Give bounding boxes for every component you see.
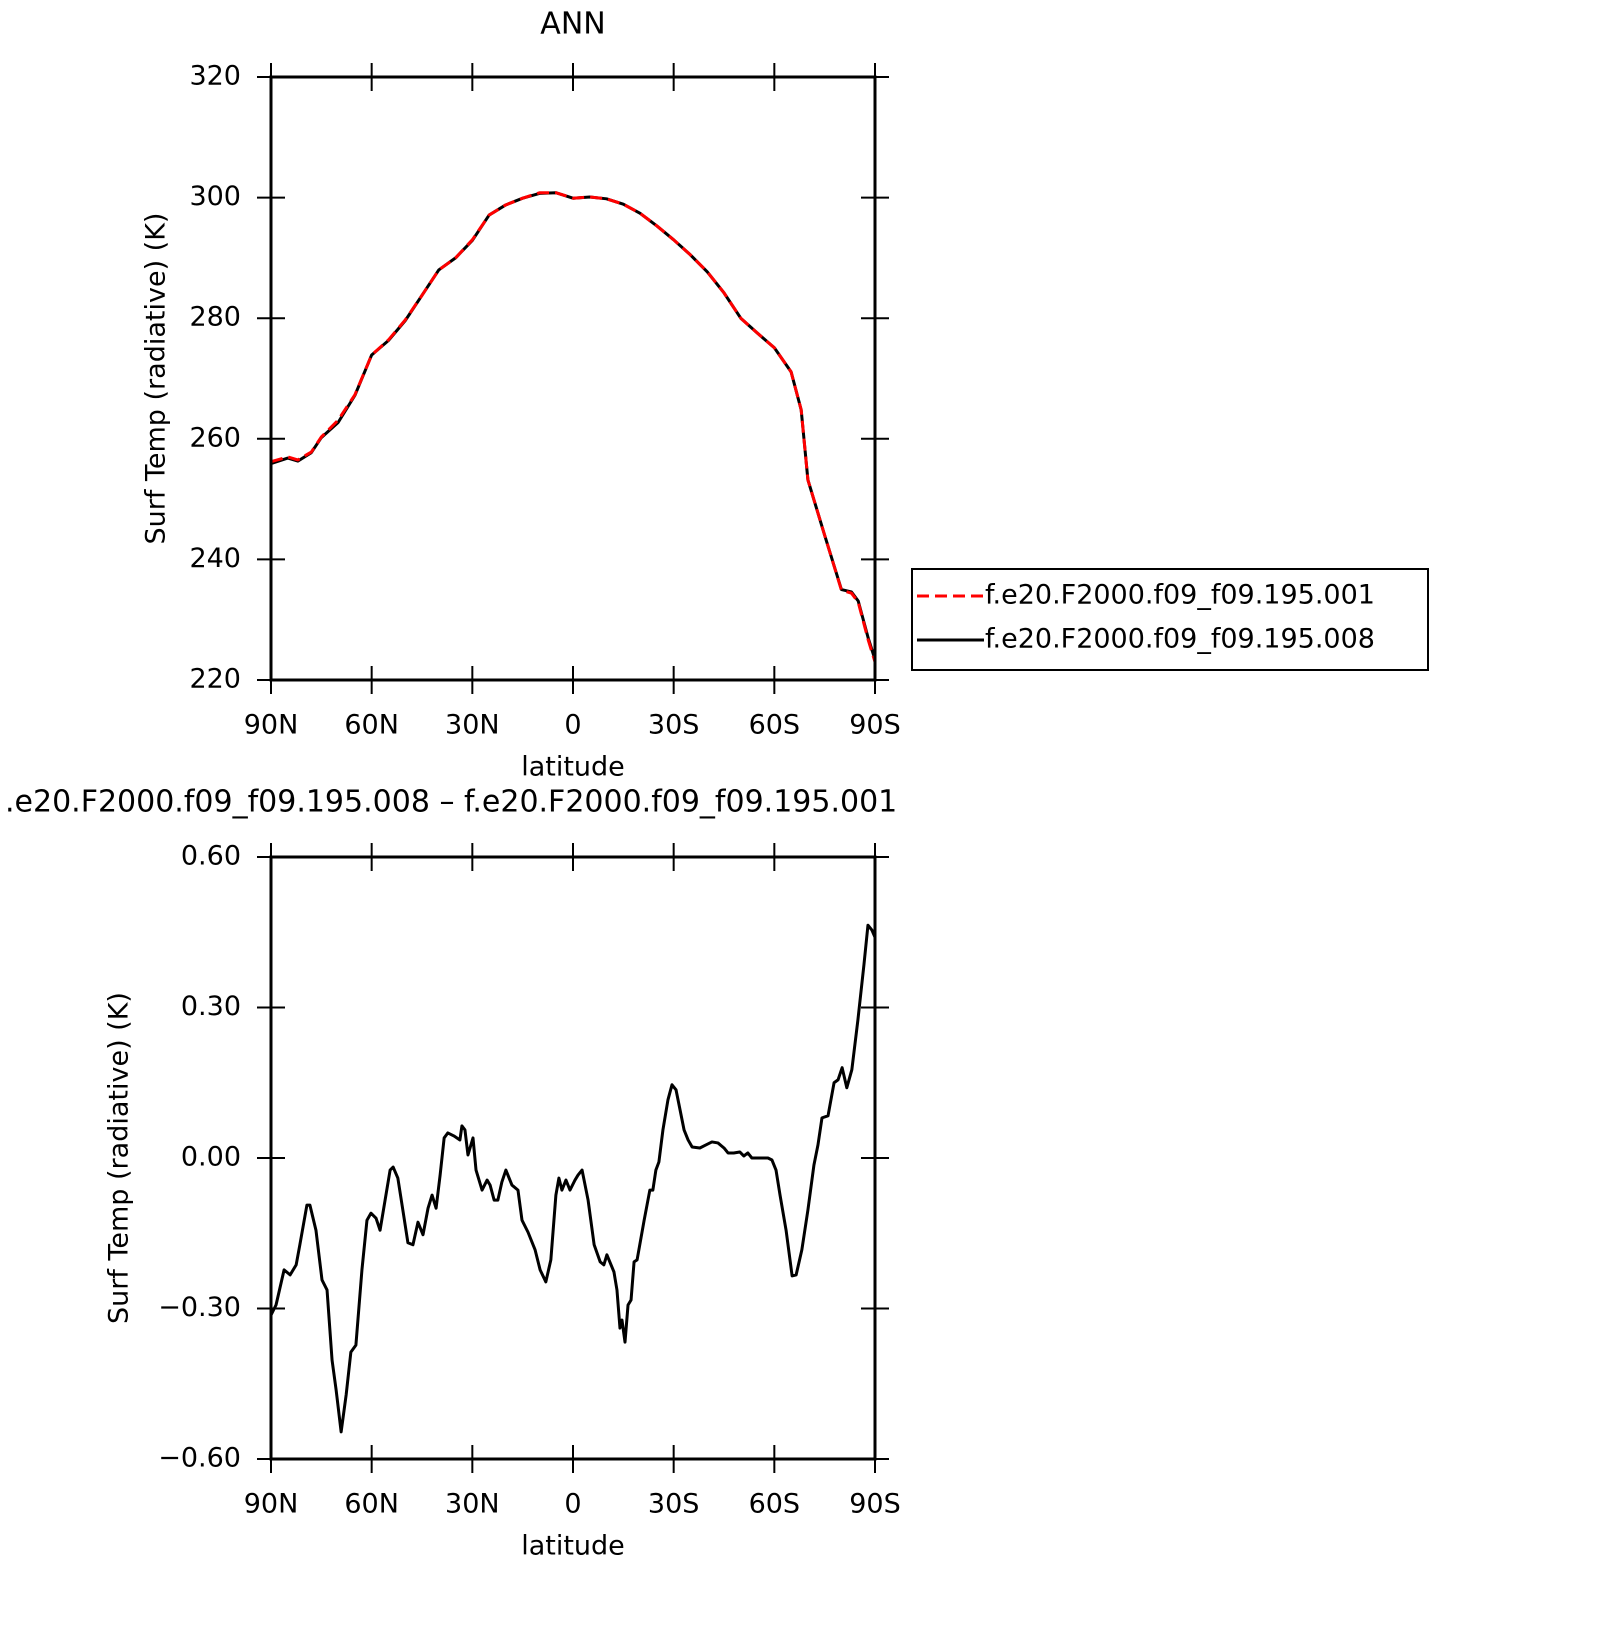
data-line xyxy=(269,923,877,1434)
data-line xyxy=(270,191,877,660)
y-tick-label: 0.60 xyxy=(181,841,241,872)
y-tick-label: 240 xyxy=(189,543,241,574)
plot-frame xyxy=(269,855,877,1461)
y-tick-label: 220 xyxy=(189,664,241,695)
x-tick-label: 30N xyxy=(445,710,500,741)
x-tick-label: 30S xyxy=(648,1489,700,1520)
legend-label: f.e20.F2000.f09_f09.195.001 xyxy=(985,580,1375,611)
plot-frame xyxy=(269,75,877,682)
y-tick-label: 320 xyxy=(189,61,241,92)
x-tick-label: 90N xyxy=(244,1489,299,1520)
x-tick-label: 60N xyxy=(344,710,399,741)
x-tick-label: 90S xyxy=(849,710,901,741)
x-axis-label: latitude xyxy=(521,1531,625,1562)
y-axis-label: Surf Temp (radiative) (K) xyxy=(141,213,172,545)
x-tick-label: 30N xyxy=(445,1489,500,1520)
x-axis-label: latitude xyxy=(521,752,625,783)
x-tick-label: 60S xyxy=(749,710,801,741)
x-tick-label: 0 xyxy=(564,1489,581,1520)
y-axis-label: Surf Temp (radiative) (K) xyxy=(104,992,135,1324)
y-tick-label: −0.30 xyxy=(158,1292,241,1323)
x-tick-label: 30S xyxy=(648,710,700,741)
x-tick-label: 0 xyxy=(564,710,581,741)
chart-title: ANN xyxy=(540,7,605,42)
x-tick-label: 90N xyxy=(244,710,299,741)
y-tick-label: 280 xyxy=(189,302,241,333)
x-tick-label: 60S xyxy=(749,1489,801,1520)
y-tick-label: 260 xyxy=(189,422,241,453)
legend-box xyxy=(911,568,1429,671)
y-tick-label: 0.00 xyxy=(181,1142,241,1173)
y-tick-label: −0.60 xyxy=(158,1443,241,1474)
data-line xyxy=(270,191,877,663)
legend-label: f.e20.F2000.f09_f09.195.008 xyxy=(985,624,1375,655)
x-tick-label: 90S xyxy=(849,1489,901,1520)
x-tick-label: 60N xyxy=(344,1489,399,1520)
chart-title: .e20.F2000.f09_f09.195.008 – f.e20.F2000… xyxy=(5,785,897,820)
y-tick-label: 0.30 xyxy=(181,991,241,1022)
y-tick-label: 300 xyxy=(189,181,241,212)
